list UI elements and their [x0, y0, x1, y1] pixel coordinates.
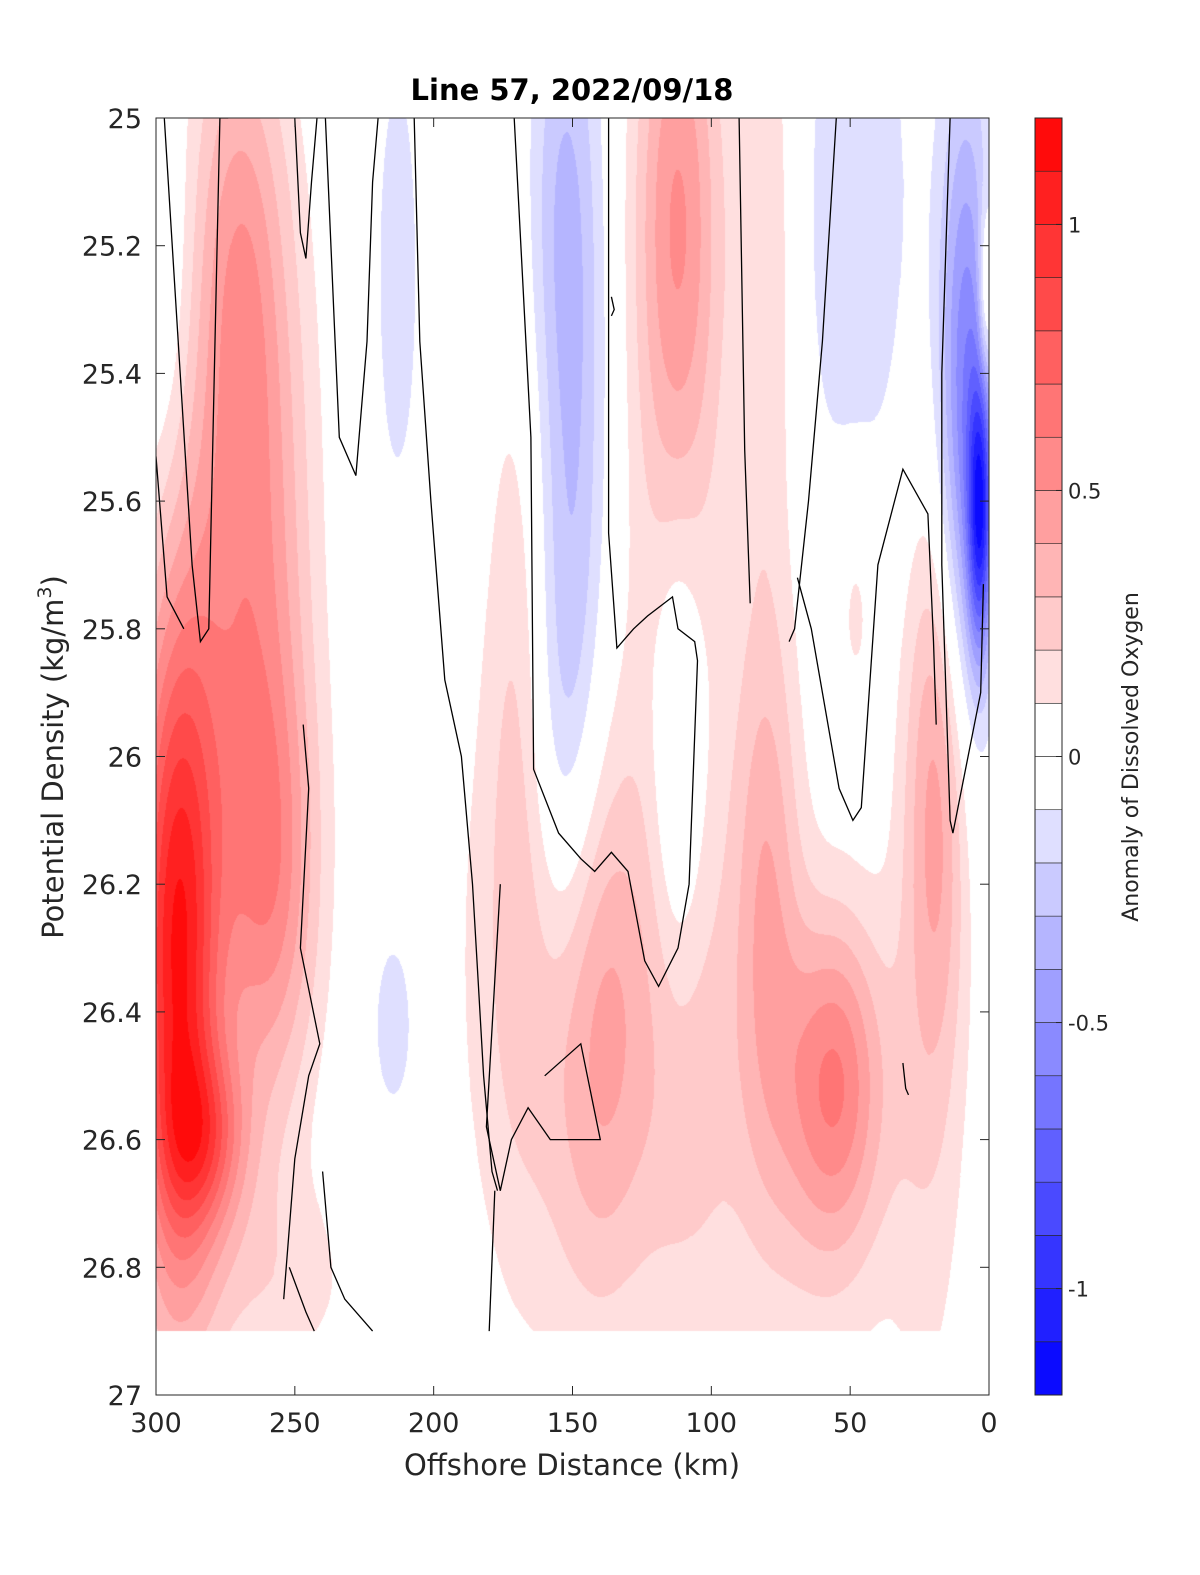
colorbar-tick-label: -1 [1068, 1278, 1089, 1302]
colorbar-band [1034, 1288, 1063, 1343]
x-tick-label: 250 [269, 1408, 321, 1439]
zero-contour-line [288, 1267, 315, 1332]
colorbar-band [1034, 809, 1063, 864]
zero-contour-line [902, 1062, 910, 1096]
x-tick-label: 100 [686, 1408, 738, 1439]
colorbar-band [1034, 436, 1063, 491]
colorbar-band [1034, 330, 1063, 385]
colorbar-band [1034, 117, 1063, 172]
colorbar-band [1034, 915, 1063, 970]
y-tick-label: 25 [108, 104, 142, 135]
y-tick-label: 26.4 [82, 998, 142, 1029]
colorbar-label: Anomaly of Dissolved Oxygen [1119, 592, 1144, 922]
y-axis-label: Potential Density (kg/m3) [34, 575, 70, 939]
zero-contour-lines [156, 118, 985, 1332]
colorbar-band [1034, 1075, 1063, 1130]
colorbar-band [1034, 1235, 1063, 1289]
colorbar-band [1034, 649, 1063, 704]
colorbar-tick-label: 1 [1068, 213, 1081, 237]
colorbar-band [1034, 1128, 1063, 1183]
y-tick-label: 25.8 [82, 615, 142, 646]
x-tick-label: 50 [833, 1408, 867, 1439]
x-axis: 300 250 200 150 100 50 0 [130, 118, 998, 1439]
zero-contour-line [324, 118, 379, 476]
x-tick-label: 0 [980, 1408, 997, 1439]
zero-contour-line [321, 1171, 374, 1332]
colorbar-band [1034, 1022, 1063, 1077]
colorbar-band [1034, 1341, 1063, 1396]
colorbar-ticks: 1 0.5 0 -0.5 -1 [1056, 213, 1109, 1302]
colorbar-band [1034, 224, 1063, 278]
zero-contour-line [283, 724, 321, 1300]
zero-contour-line [738, 118, 751, 604]
colorbar-band [1034, 862, 1063, 917]
colorbar-band [1034, 596, 1063, 651]
colorbar-band [1034, 543, 1063, 598]
y-tick-label: 25.4 [82, 359, 142, 390]
colorbar-band [1034, 170, 1063, 225]
x-axis-label: Offshore Distance (km) [404, 1448, 740, 1482]
y-tick-label: 26.8 [82, 1253, 142, 1284]
zero-contour-line [796, 467, 937, 822]
colorbar-tick-label: 0.5 [1068, 479, 1101, 503]
y-tick-label: 26.6 [82, 1126, 142, 1157]
zero-contour-line [163, 118, 229, 644]
y-tick-label: 26.2 [82, 870, 142, 901]
x-tick-label: 150 [547, 1408, 599, 1439]
y-tick-label: 25.6 [82, 487, 142, 518]
y-tick-label: 27 [108, 1381, 142, 1412]
x-tick-label: 200 [408, 1408, 460, 1439]
colorbar-band [1034, 490, 1063, 544]
colorbar-band [1034, 969, 1063, 1023]
colorbar-band [1034, 383, 1063, 438]
colorbar-tick-label: -0.5 [1068, 1012, 1109, 1036]
y-axis-label-main: Potential Density (kg/m [36, 599, 70, 939]
colorbar-band [1034, 1181, 1063, 1236]
zero-contour-line [610, 296, 615, 317]
zero-contour-line [941, 118, 985, 834]
zero-contour-line [156, 456, 185, 630]
y-tick-label: 26 [108, 743, 142, 774]
y-axis-label-superscript: 3 [34, 586, 56, 598]
x-tick-label: 300 [130, 1408, 182, 1439]
chart-title: Line 57, 2022/09/18 [411, 73, 734, 107]
zero-contour-line [413, 118, 499, 1191]
zero-contour-line [488, 1190, 496, 1332]
y-tick-label: 25.2 [82, 232, 142, 263]
plot-area [155, 117, 990, 1396]
colorbar-band [1034, 756, 1063, 811]
zero-contour-line [788, 118, 837, 642]
y-axis-label-suffix: ) [36, 575, 70, 586]
zero-contour-line [485, 884, 602, 1191]
anomaly-heatmap [156, 118, 989, 1395]
zero-contour-line [294, 118, 318, 259]
colorbar: 1 0.5 0 -0.5 -1 [1034, 117, 1109, 1396]
colorbar-band [1034, 702, 1063, 757]
colorbar-band [1034, 277, 1063, 332]
zero-contour-line [513, 118, 699, 988]
y-axis: 25 25.2 25.4 25.6 25.8 26 26.2 26.4 26.6 26.8 27 [82, 104, 989, 1412]
colorbar-tick-label: 0 [1068, 746, 1081, 770]
